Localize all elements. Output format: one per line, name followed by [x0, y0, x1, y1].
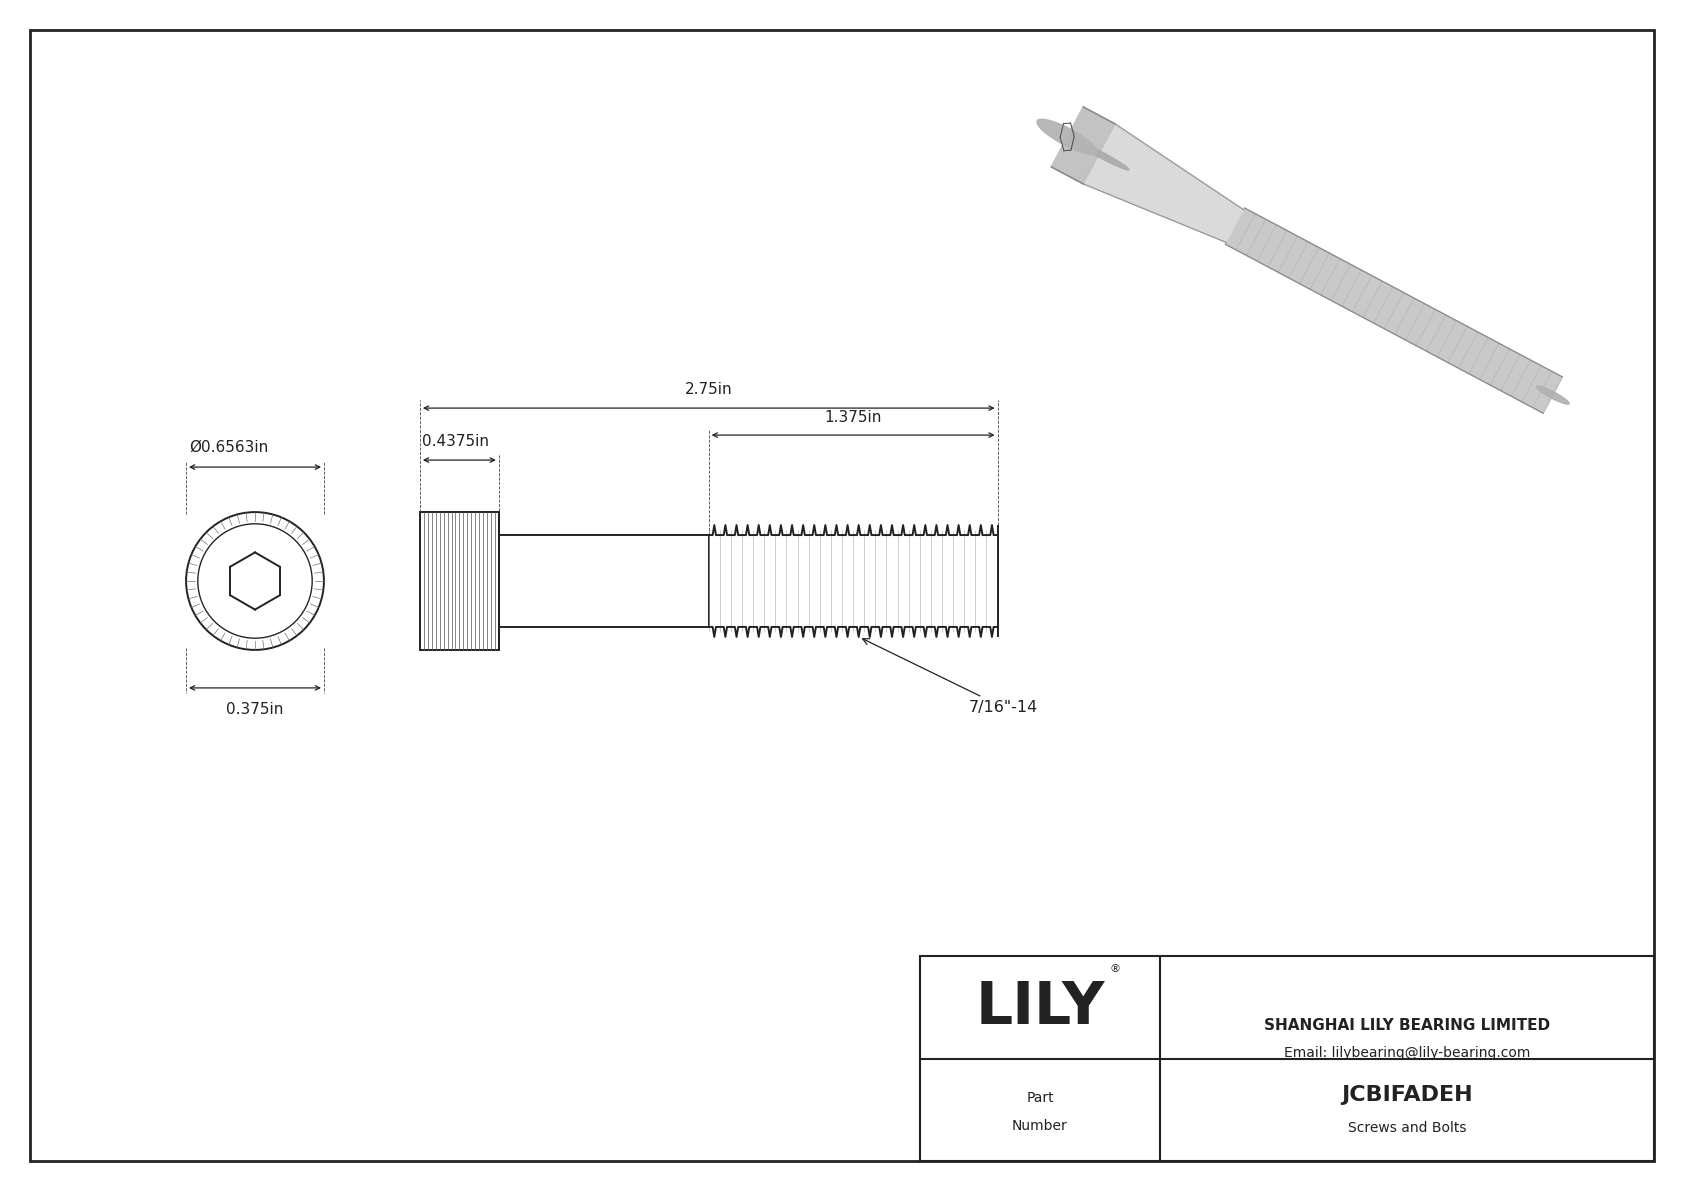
Text: 0.4375in: 0.4375in — [423, 434, 488, 449]
Polygon shape — [1226, 208, 1563, 413]
Text: JCBIFADEH: JCBIFADEH — [1340, 1085, 1474, 1105]
Bar — [498, 535, 709, 626]
Ellipse shape — [1037, 119, 1098, 155]
Bar — [419, 512, 498, 650]
Text: Number: Number — [1012, 1118, 1068, 1133]
Text: 7/16"-14: 7/16"-14 — [862, 638, 1037, 715]
Circle shape — [187, 512, 323, 650]
Polygon shape — [1083, 124, 1244, 243]
Ellipse shape — [1536, 386, 1569, 404]
Text: Part: Part — [1026, 1091, 1054, 1105]
Polygon shape — [1051, 107, 1115, 183]
Text: ®: ® — [1110, 965, 1120, 974]
Circle shape — [197, 524, 312, 638]
Text: Screws and Bolts: Screws and Bolts — [1347, 1121, 1467, 1135]
Text: Ø0.6563in: Ø0.6563in — [189, 441, 268, 455]
Text: LILY: LILY — [975, 979, 1105, 1036]
Text: Email: lilybearing@lily-bearing.com: Email: lilybearing@lily-bearing.com — [1283, 1047, 1531, 1060]
Text: SHANGHAI LILY BEARING LIMITED: SHANGHAI LILY BEARING LIMITED — [1265, 1018, 1549, 1033]
Text: 0.375in: 0.375in — [226, 701, 283, 717]
Text: 2.75in: 2.75in — [685, 382, 733, 397]
Ellipse shape — [1069, 138, 1128, 170]
Text: 1.375in: 1.375in — [825, 410, 882, 425]
Bar — [919, 956, 1654, 1161]
